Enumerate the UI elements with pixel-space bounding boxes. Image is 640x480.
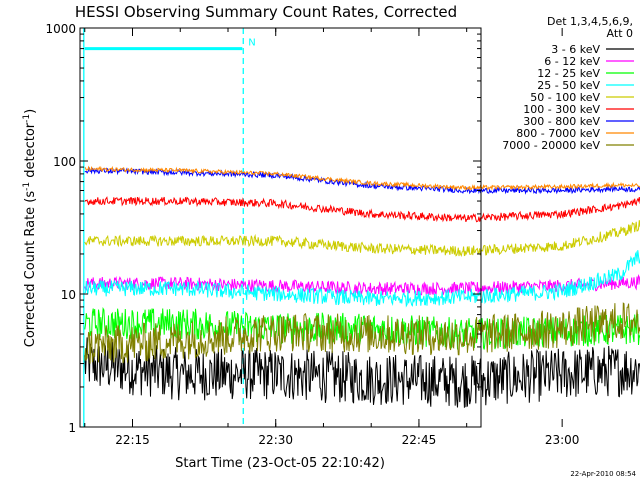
series-7000-20000-keV	[84, 302, 640, 364]
legend-label-5: 50 - 100 keV	[530, 91, 600, 104]
legend-label-7: 300 - 800 keV	[523, 115, 600, 128]
y-axis-label-end: )	[23, 109, 38, 114]
plot-frame	[79, 27, 482, 428]
legend-label-8: 800 - 7000 keV	[516, 127, 600, 140]
y-axis-label-exp1: -1	[22, 182, 32, 191]
series-line-6-segment-1	[84, 196, 640, 223]
y-axis-label-exp2: -1	[22, 114, 32, 123]
series-line-5-segment-1	[84, 220, 640, 258]
series-25-50-keV	[84, 250, 640, 308]
series-line-4-segment-1	[84, 250, 640, 308]
y-axis-label-mid: detector	[23, 122, 38, 182]
series-800-7000-keV	[84, 165, 640, 191]
series-line-9-segment-1	[84, 302, 640, 364]
y-axis-label: Corrected Count Rate (s-1 detector-1)	[22, 109, 38, 347]
x-tick-label-3: 22:45	[402, 433, 437, 447]
y-tick-label-2: 10	[61, 288, 76, 302]
legend-label-9: 7000 - 20000 keV	[502, 139, 600, 152]
series-line-2-segment-1	[84, 274, 640, 297]
series-3-6-keV	[84, 337, 640, 408]
y-axis: 1 10 100 1000	[45, 22, 481, 435]
plot-area: NS	[83, 28, 640, 427]
legend-label-4: 25 - 50 keV	[537, 79, 600, 92]
timestamp: 22-Apr-2010 08:54	[570, 470, 636, 478]
series-line-8-segment-1	[84, 165, 640, 191]
legend-label-1: 3 - 6 keV	[551, 43, 600, 56]
flag-label-1: N	[248, 38, 255, 49]
legend-label-6: 100 - 300 keV	[523, 103, 600, 116]
y-tick-label-1: 1	[68, 421, 76, 435]
y-axis-label-main: Corrected Count Rate (s	[23, 191, 38, 348]
series-line-7-segment-1	[84, 166, 640, 195]
y-tick-label-4: 1000	[45, 22, 76, 36]
x-tick-label-4: 23:00	[545, 433, 580, 447]
series-50-100-keV	[84, 220, 640, 258]
x-axis-label: Start Time (23-Oct-05 22:10:42)	[175, 456, 385, 471]
y-tick-label-3: 100	[53, 155, 76, 169]
series-6-12-keV	[84, 274, 640, 297]
legend-label-3: 12 - 25 keV	[537, 67, 600, 80]
legend-header-line-2: Att 0	[607, 27, 633, 40]
series-100-300-keV	[84, 196, 640, 223]
chart-title: HESSI Observing Summary Count Rates, Cor…	[75, 3, 457, 21]
x-tick-label-2: 22:30	[258, 433, 293, 447]
legend-header-line-1: Det 1,3,4,5,6,9,	[547, 15, 633, 28]
series-line-1-segment-1	[84, 337, 640, 408]
x-tick-label-1: 22:15	[115, 433, 150, 447]
legend-label-2: 6 - 12 keV	[544, 55, 600, 68]
